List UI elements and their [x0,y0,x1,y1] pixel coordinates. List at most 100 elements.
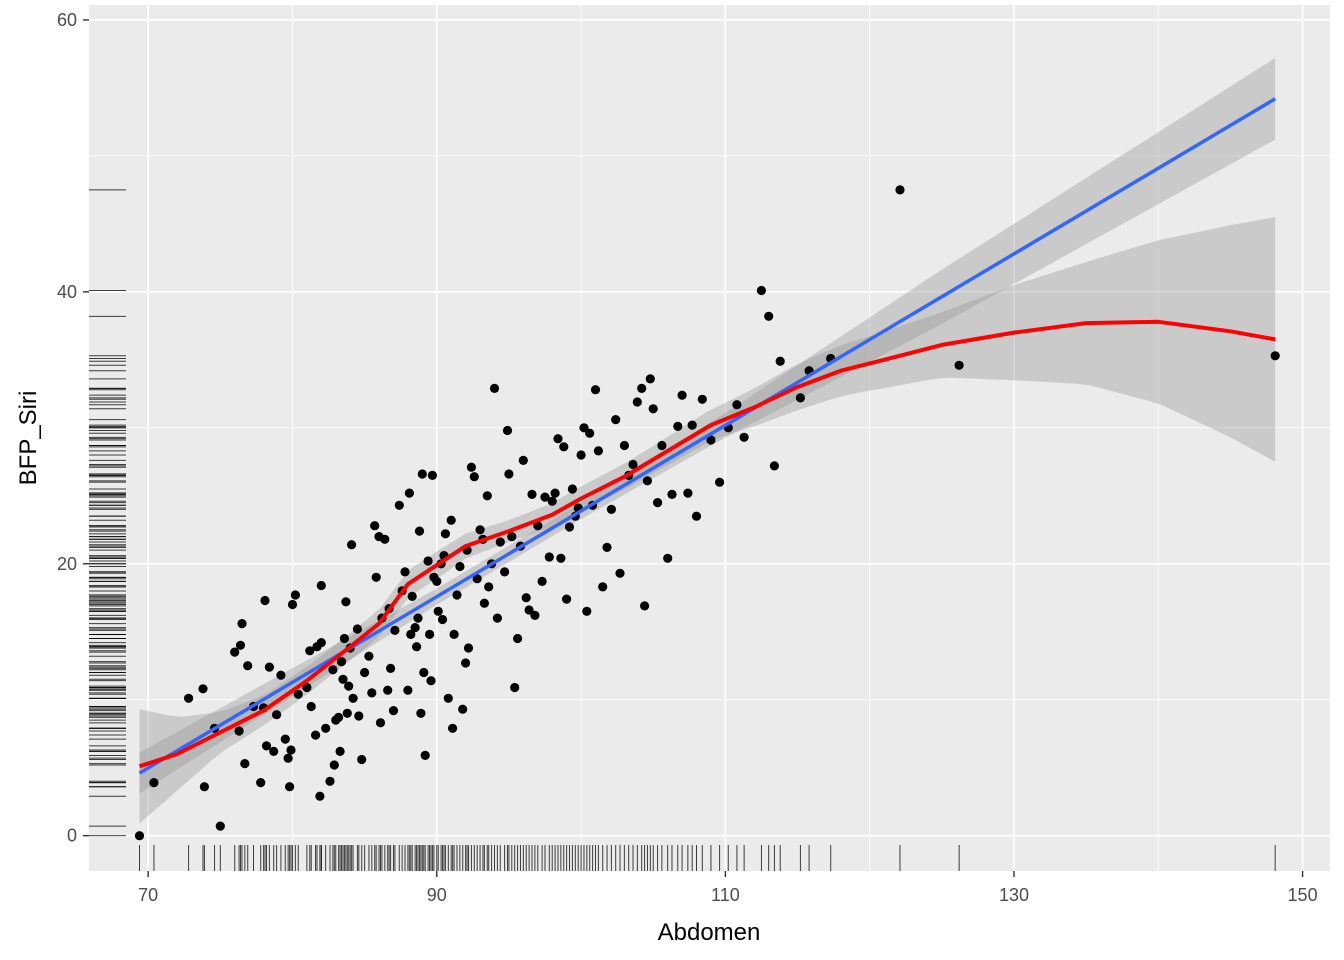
data-point [645,374,655,384]
data-point [673,421,683,431]
data-point [237,619,247,629]
data-point [370,521,380,531]
data-point [272,710,282,720]
data-point [260,595,270,606]
x-tick-label: 90 [427,885,447,905]
data-point [400,567,410,577]
data-point [316,580,326,591]
data-point [556,553,566,563]
data-point [339,633,349,644]
y-tick-label: 0 [67,826,77,846]
data-point [290,590,300,600]
data-point [419,667,429,678]
data-point [593,446,604,456]
data-point [449,629,459,640]
data-point [306,701,316,712]
data-point [615,568,625,578]
data-point [472,574,482,584]
data-point [567,484,578,494]
data-point [311,730,321,740]
data-point [775,356,785,366]
y-tick-label: 20 [57,554,77,574]
data-point [394,500,404,510]
data-point [371,572,381,582]
data-point [404,488,414,498]
data-point [261,741,272,751]
data-point [484,582,494,592]
data-point [642,476,653,486]
data-point [540,492,550,502]
data-point [632,397,642,407]
data-point [697,394,707,404]
data-point [619,440,630,451]
data-point [657,440,667,451]
y-tick-label: 60 [57,10,77,30]
data-point [354,711,364,721]
data-point [383,685,393,695]
data-point [305,646,315,656]
data-point [134,831,145,841]
data-point [537,576,547,587]
data-point [342,708,352,718]
data-point [407,591,417,602]
data-point [677,390,687,400]
data-point [184,693,194,703]
data-point [559,442,569,452]
data-point [321,723,331,733]
data-point [287,599,298,610]
data-point [602,542,612,553]
major-gridlines [89,5,1330,871]
data-point [240,759,250,769]
data-point [410,623,420,633]
data-point [256,778,266,788]
data-point [576,450,586,460]
data-point [495,537,505,547]
data-point [564,522,575,532]
data-point [524,605,534,615]
data-point [518,455,528,465]
data-point [338,674,348,684]
data-point [426,676,436,686]
data-point [360,667,370,678]
data-point [507,532,517,542]
data-point [715,477,725,487]
data-point [432,576,442,587]
data-point [954,360,964,370]
data-point [380,534,390,544]
data-point [283,753,293,763]
data-point [440,529,450,539]
data-point [336,657,347,667]
data-point [347,540,357,550]
data-point [302,682,312,693]
data-point [637,383,647,393]
data-point [412,642,422,652]
data-point [230,647,240,657]
data-point [437,614,448,625]
data-point [315,791,325,801]
data-point [264,662,274,672]
data-point [739,432,749,442]
data-point [611,415,621,425]
data-point [469,472,479,482]
data-point [235,640,246,650]
data-point [215,821,225,831]
data-point [582,606,592,616]
data-point [458,704,468,714]
data-point [452,590,462,600]
x-axis-ticks: 70 90 110 130 150 [138,871,1318,905]
data-point [329,760,339,770]
data-point [895,185,905,195]
data-point [375,718,386,728]
x-tick-label: 110 [711,885,740,905]
data-points [134,185,1280,841]
data-point [795,393,806,403]
data-point [579,423,589,433]
data-point [414,526,425,536]
data-point [667,489,677,499]
data-point [334,712,344,723]
y-axis-title: BFP_Siri [15,391,42,486]
data-point [628,459,638,470]
data-point [149,778,159,788]
data-point [550,488,560,498]
data-point [590,385,601,395]
